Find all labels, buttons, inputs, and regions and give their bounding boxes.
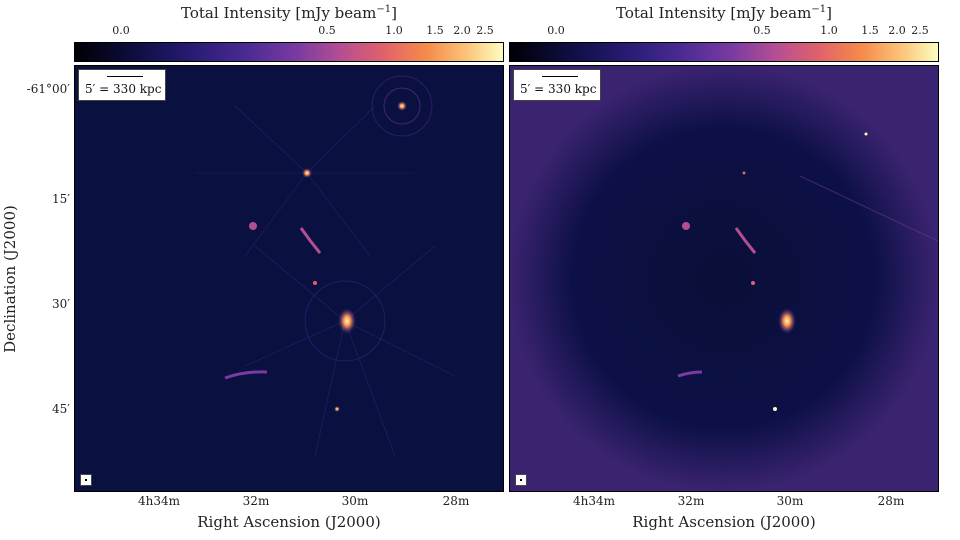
colorbar-tick: 0.0 [547, 24, 565, 37]
y-tick-label: -61°00′ [26, 82, 70, 96]
x-axis-label: Right Ascension (J2000) [632, 513, 816, 531]
colorbar-tick: 2.0 [453, 24, 471, 37]
colorbar-tick: 0.0 [112, 24, 130, 37]
colorbar [509, 42, 939, 62]
x-tick-label: 30m [341, 494, 369, 508]
colorbar-ticks: 0.0 0.5 1.0 1.5 2.0 2.5 [509, 24, 939, 40]
x-tick-label: 28m [877, 494, 905, 508]
colorbar [74, 42, 504, 62]
colorbar-tick: 2.0 [888, 24, 906, 37]
colorbar-tick: 2.5 [476, 24, 494, 37]
y-tick-label: 15′ [52, 192, 70, 206]
colorbar-tick: 0.5 [318, 24, 336, 37]
colorbar-tick: 0.5 [753, 24, 771, 37]
scale-bar: 5′ = 330 kpc [78, 69, 166, 101]
x-tick-label: 32m [242, 494, 270, 508]
y-tick-label: 45′ [52, 402, 70, 416]
colorbar-ticks: 0.0 0.5 1.0 1.5 2.0 2.5 [74, 24, 504, 40]
beam-marker [80, 474, 92, 486]
colorbar-tick: 1.5 [426, 24, 444, 37]
x-tick-label: 4h34m [137, 494, 181, 508]
x-axis-label: Right Ascension (J2000) [197, 513, 381, 531]
scale-bar: 5′ = 330 kpc [513, 69, 601, 101]
x-tick-label: 4h34m [572, 494, 616, 508]
beam-marker [515, 474, 527, 486]
x-tick-label: 30m [776, 494, 804, 508]
colorbar-tick: 1.0 [820, 24, 838, 37]
x-tick-label: 32m [677, 494, 705, 508]
radio-map-right: 5′ = 330 kpc [509, 65, 939, 492]
radio-sky-image [510, 66, 938, 491]
colorbar-title: Total Intensity [mJy beam−1] [616, 4, 832, 22]
colorbar-tick: 1.0 [385, 24, 403, 37]
left-panel: Total Intensity [mJy beam−1] 0.0 0.5 1.0… [74, 0, 504, 540]
colorbar-title: Total Intensity [mJy beam−1] [181, 4, 397, 22]
colorbar-tick: 1.5 [861, 24, 879, 37]
right-panel: Total Intensity [mJy beam−1] 0.0 0.5 1.0… [509, 0, 939, 540]
y-axis-label: Declination (J2000) [1, 205, 19, 353]
colorbar-tick: 2.5 [911, 24, 929, 37]
radio-map-left: 5′ = 330 kpc [74, 65, 504, 492]
y-tick-label: 30′ [52, 297, 70, 311]
radio-sky-image [195, 75, 456, 457]
x-tick-label: 28m [442, 494, 470, 508]
